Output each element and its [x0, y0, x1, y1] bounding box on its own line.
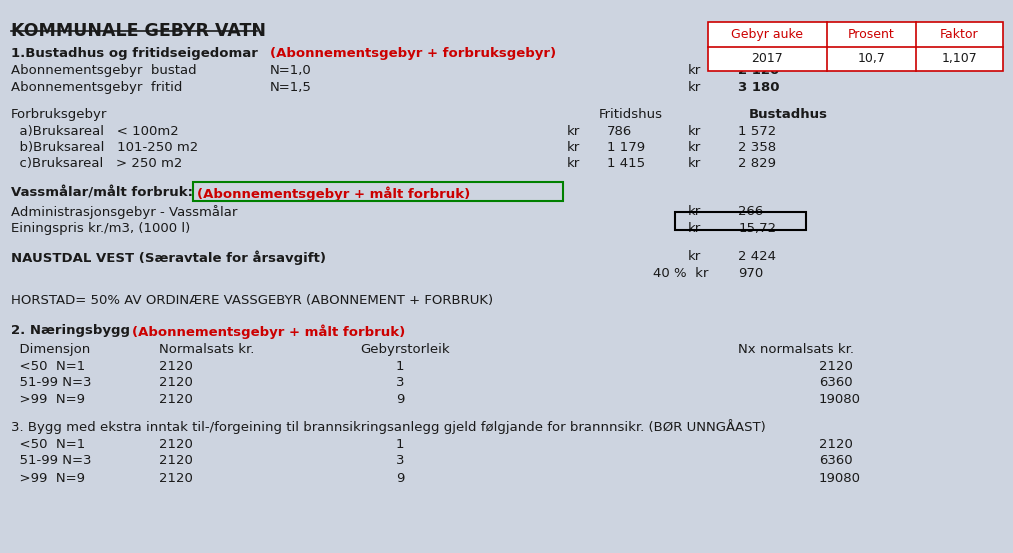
Text: (Abonnementsgebyr + forbruksgebyr): (Abonnementsgebyr + forbruksgebyr) [269, 46, 556, 60]
Text: 51-99 N=3: 51-99 N=3 [11, 455, 91, 467]
Text: 2120: 2120 [159, 359, 192, 373]
Text: 3: 3 [396, 376, 404, 389]
Text: Abonnementsgebyr  bustad: Abonnementsgebyr bustad [11, 64, 197, 77]
Text: 15,72: 15,72 [738, 222, 776, 235]
Text: NAUSTDAL VEST (Særavtale for årsavgift): NAUSTDAL VEST (Særavtale for årsavgift) [11, 250, 326, 265]
Text: 40 %  kr: 40 % kr [652, 267, 708, 280]
Text: <50  N=1: <50 N=1 [11, 359, 85, 373]
Text: Abonnementsgebyr  fritid: Abonnementsgebyr fritid [11, 81, 182, 93]
Text: kr: kr [688, 222, 701, 235]
Text: 2. Næringsbygg: 2. Næringsbygg [11, 324, 135, 337]
Text: Bustadhus: Bustadhus [749, 108, 828, 121]
Text: b)Bruksareal   101-250 m2: b)Bruksareal 101-250 m2 [11, 140, 199, 154]
Text: 51-99 N=3: 51-99 N=3 [11, 376, 91, 389]
Text: 2120: 2120 [159, 472, 192, 485]
Text: kr: kr [688, 250, 701, 263]
Text: 2120: 2120 [159, 393, 192, 405]
Text: 10,7: 10,7 [857, 53, 885, 65]
Text: kr: kr [688, 205, 701, 218]
Text: 1 179: 1 179 [607, 140, 645, 154]
Text: c)Bruksareal   > 250 m2: c)Bruksareal > 250 m2 [11, 157, 182, 170]
Text: 2120: 2120 [159, 438, 192, 451]
Text: 2 424: 2 424 [738, 250, 776, 263]
Text: Gebyrstorleik: Gebyrstorleik [361, 343, 450, 356]
Text: kr: kr [688, 140, 701, 154]
Text: 2017: 2017 [752, 53, 783, 65]
Text: kr: kr [567, 157, 580, 170]
Text: 9: 9 [396, 472, 404, 485]
Text: >99  N=9: >99 N=9 [11, 472, 85, 485]
Text: N=1,0: N=1,0 [269, 64, 312, 77]
Text: 3 180: 3 180 [738, 81, 780, 93]
Text: Fritidshus: Fritidshus [599, 108, 664, 121]
Text: kr: kr [688, 157, 701, 170]
Text: Gebyr auke: Gebyr auke [731, 28, 803, 41]
Text: (Abonnementsgebyr + målt forbruk): (Abonnementsgebyr + målt forbruk) [132, 324, 405, 338]
Text: Nx normalsats kr.: Nx normalsats kr. [738, 343, 854, 356]
Text: a)Bruksareal   < 100m2: a)Bruksareal < 100m2 [11, 126, 178, 138]
Text: 6360: 6360 [819, 376, 852, 389]
Text: Vassmålar/målt forbruk:: Vassmålar/målt forbruk: [11, 186, 198, 199]
Text: 2120: 2120 [819, 438, 853, 451]
Text: 3. Bygg med ekstra inntak til-/forgeining til brannsikringsanlegg gjeld følgjand: 3. Bygg med ekstra inntak til-/forgeinin… [11, 419, 766, 434]
Text: 1: 1 [396, 359, 404, 373]
Text: kr: kr [688, 64, 701, 77]
Text: Normalsats kr.: Normalsats kr. [159, 343, 254, 356]
Text: 2120: 2120 [159, 376, 192, 389]
Text: kr: kr [688, 126, 701, 138]
Text: kr: kr [688, 81, 701, 93]
Text: 1: 1 [396, 438, 404, 451]
Text: 266: 266 [738, 205, 764, 218]
Text: 1.Bustadhus og fritidseigedomar: 1.Bustadhus og fritidseigedomar [11, 46, 262, 60]
Text: <50  N=1: <50 N=1 [11, 438, 85, 451]
Bar [193, 182, 563, 201]
Text: Administrasjonsgebyr - Vassmålar: Administrasjonsgebyr - Vassmålar [11, 205, 237, 220]
Text: (Abonnementsgebyr + målt forbruk): (Abonnementsgebyr + målt forbruk) [198, 186, 470, 201]
Text: 2 829: 2 829 [738, 157, 776, 170]
Text: 786: 786 [607, 126, 632, 138]
Text: Forbruksgebyr: Forbruksgebyr [11, 108, 107, 121]
Text: Dimensjon: Dimensjon [11, 343, 90, 356]
Text: KOMMUNALE GEBYR VATN: KOMMUNALE GEBYR VATN [11, 22, 265, 40]
Bar [675, 212, 805, 230]
Text: 2120: 2120 [819, 359, 853, 373]
Text: 19080: 19080 [819, 393, 861, 405]
Text: 1 415: 1 415 [607, 157, 645, 170]
Text: 1,107: 1,107 [941, 53, 978, 65]
Bar [708, 22, 1003, 71]
Text: 9: 9 [396, 393, 404, 405]
Text: kr: kr [567, 126, 580, 138]
Text: 2120: 2120 [159, 455, 192, 467]
Text: 2 358: 2 358 [738, 140, 776, 154]
Text: kr: kr [567, 140, 580, 154]
Text: 2 120: 2 120 [738, 64, 779, 77]
Text: HORSTAD= 50% AV ORDINÆRE VASSGEBYR (ABONNEMENT + FORBRUK): HORSTAD= 50% AV ORDINÆRE VASSGEBYR (ABON… [11, 294, 493, 307]
Text: 19080: 19080 [819, 472, 861, 485]
Text: 6360: 6360 [819, 455, 852, 467]
Text: 970: 970 [738, 267, 764, 280]
Text: N=1,5: N=1,5 [269, 81, 312, 93]
Text: >99  N=9: >99 N=9 [11, 393, 85, 405]
Text: Faktor: Faktor [940, 28, 979, 41]
Text: 3: 3 [396, 455, 404, 467]
Text: Prosent: Prosent [848, 28, 894, 41]
Text: Einingspris kr./m3, (1000 l): Einingspris kr./m3, (1000 l) [11, 222, 190, 235]
Text: 1 572: 1 572 [738, 126, 776, 138]
